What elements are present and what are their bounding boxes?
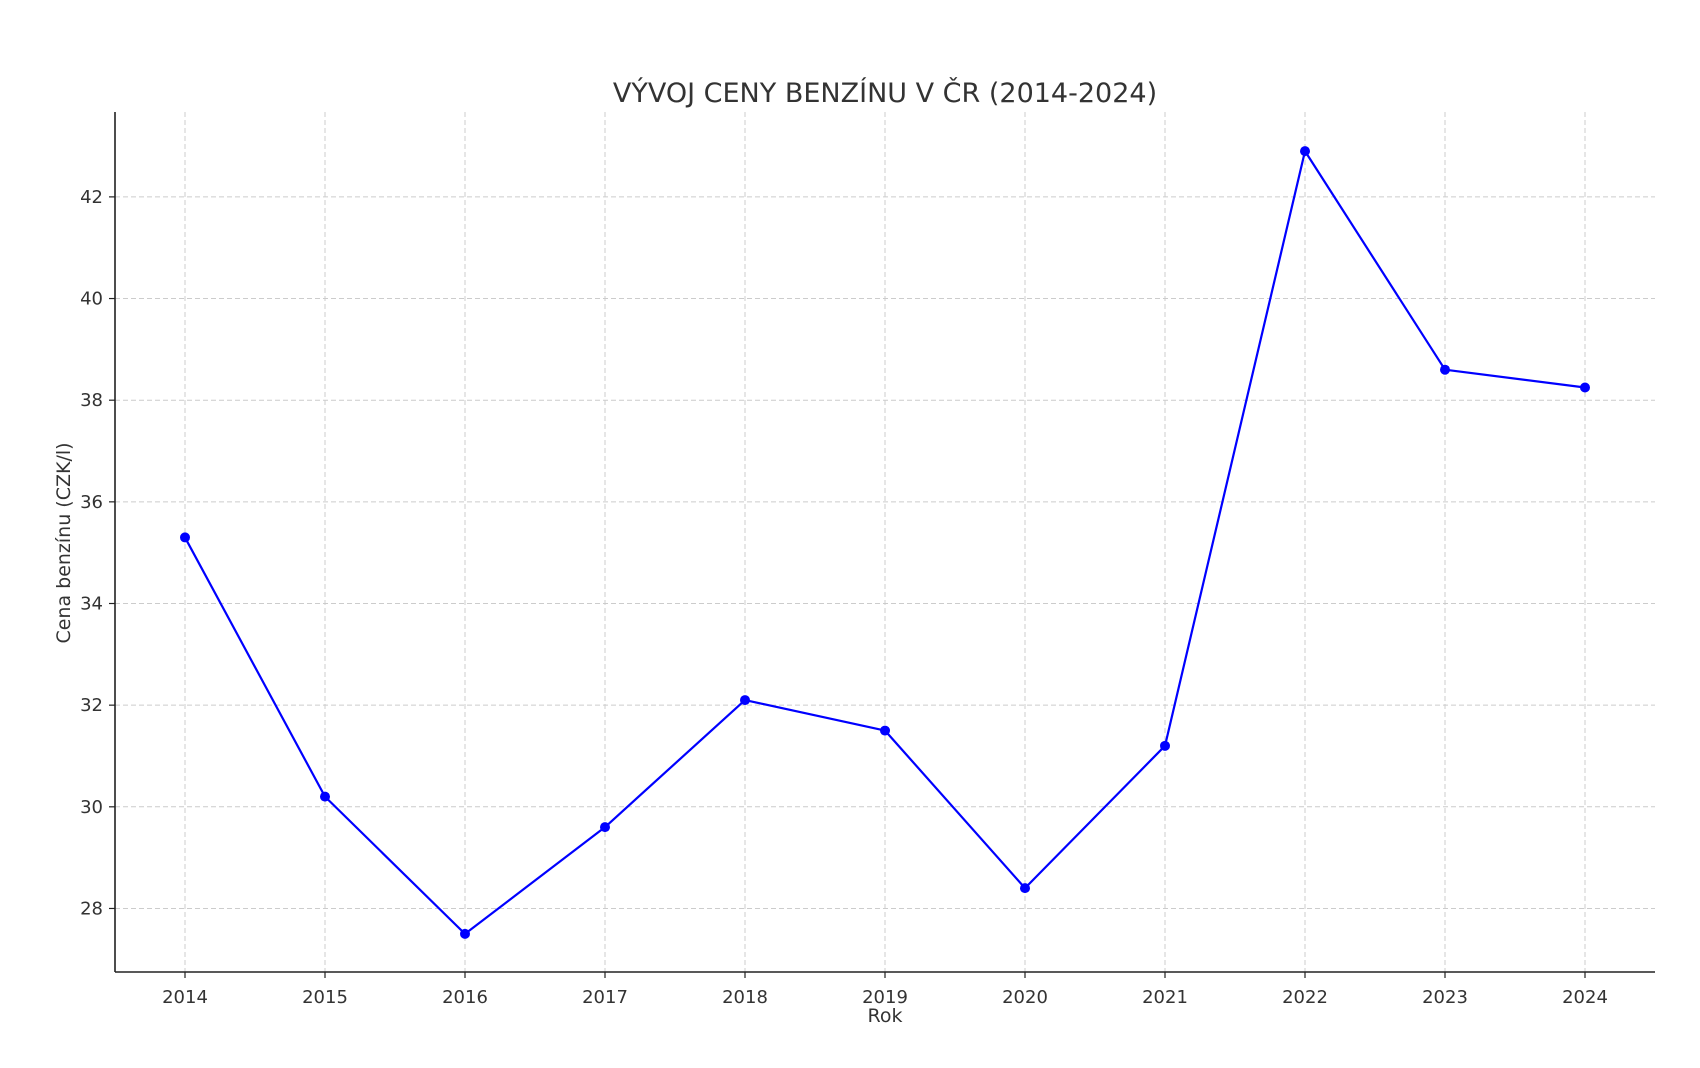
data-point [1160, 740, 1170, 751]
x-tick-label: 2015 [302, 987, 348, 1008]
chart-title: VÝVOJ CENY BENZÍNU V ČR (2014-2024) [613, 77, 1157, 109]
x-tick-label: 2018 [722, 987, 768, 1008]
y-tick-label: 34 [80, 594, 103, 615]
x-tick-label: 2024 [1562, 987, 1608, 1008]
y-tick-label: 36 [80, 492, 103, 513]
x-axis-label: Rok [868, 1005, 903, 1027]
data-point [1020, 883, 1030, 894]
data-point [320, 791, 330, 802]
x-tick-label: 2019 [862, 987, 908, 1008]
x-tick-label: 2016 [442, 987, 488, 1008]
x-tick-label: 2020 [1002, 987, 1048, 1008]
y-tick-labels: 28 30 32 34 36 38 40 42 [80, 187, 115, 919]
data-point [180, 532, 190, 543]
y-tick-label: 38 [80, 390, 103, 411]
x-tick-label: 2014 [162, 987, 208, 1008]
x-tick-label: 2017 [582, 987, 628, 1008]
data-point [600, 822, 610, 833]
x-tick-label: 2023 [1422, 987, 1468, 1008]
series [180, 146, 1590, 939]
y-tick-label: 32 [80, 695, 103, 716]
x-tick-label: 2022 [1282, 987, 1328, 1008]
data-point [740, 695, 750, 706]
data-point [1580, 382, 1590, 393]
x-tick-label: 2021 [1142, 987, 1188, 1008]
y-tick-label: 30 [80, 797, 103, 818]
data-point [880, 725, 890, 736]
y-tick-label: 42 [80, 187, 103, 208]
data-point [1440, 364, 1450, 375]
y-axis-label: Cena benzínu (CZK/l) [53, 442, 75, 643]
x-tick-labels: 2014 2015 2016 2017 2018 2019 2020 2021 2022 2023… [162, 972, 1608, 1008]
grid-lines [115, 112, 1655, 972]
data-point [1300, 146, 1310, 157]
y-tick-label: 40 [80, 289, 103, 310]
y-tick-label: 28 [80, 898, 103, 919]
data-point [460, 928, 470, 939]
